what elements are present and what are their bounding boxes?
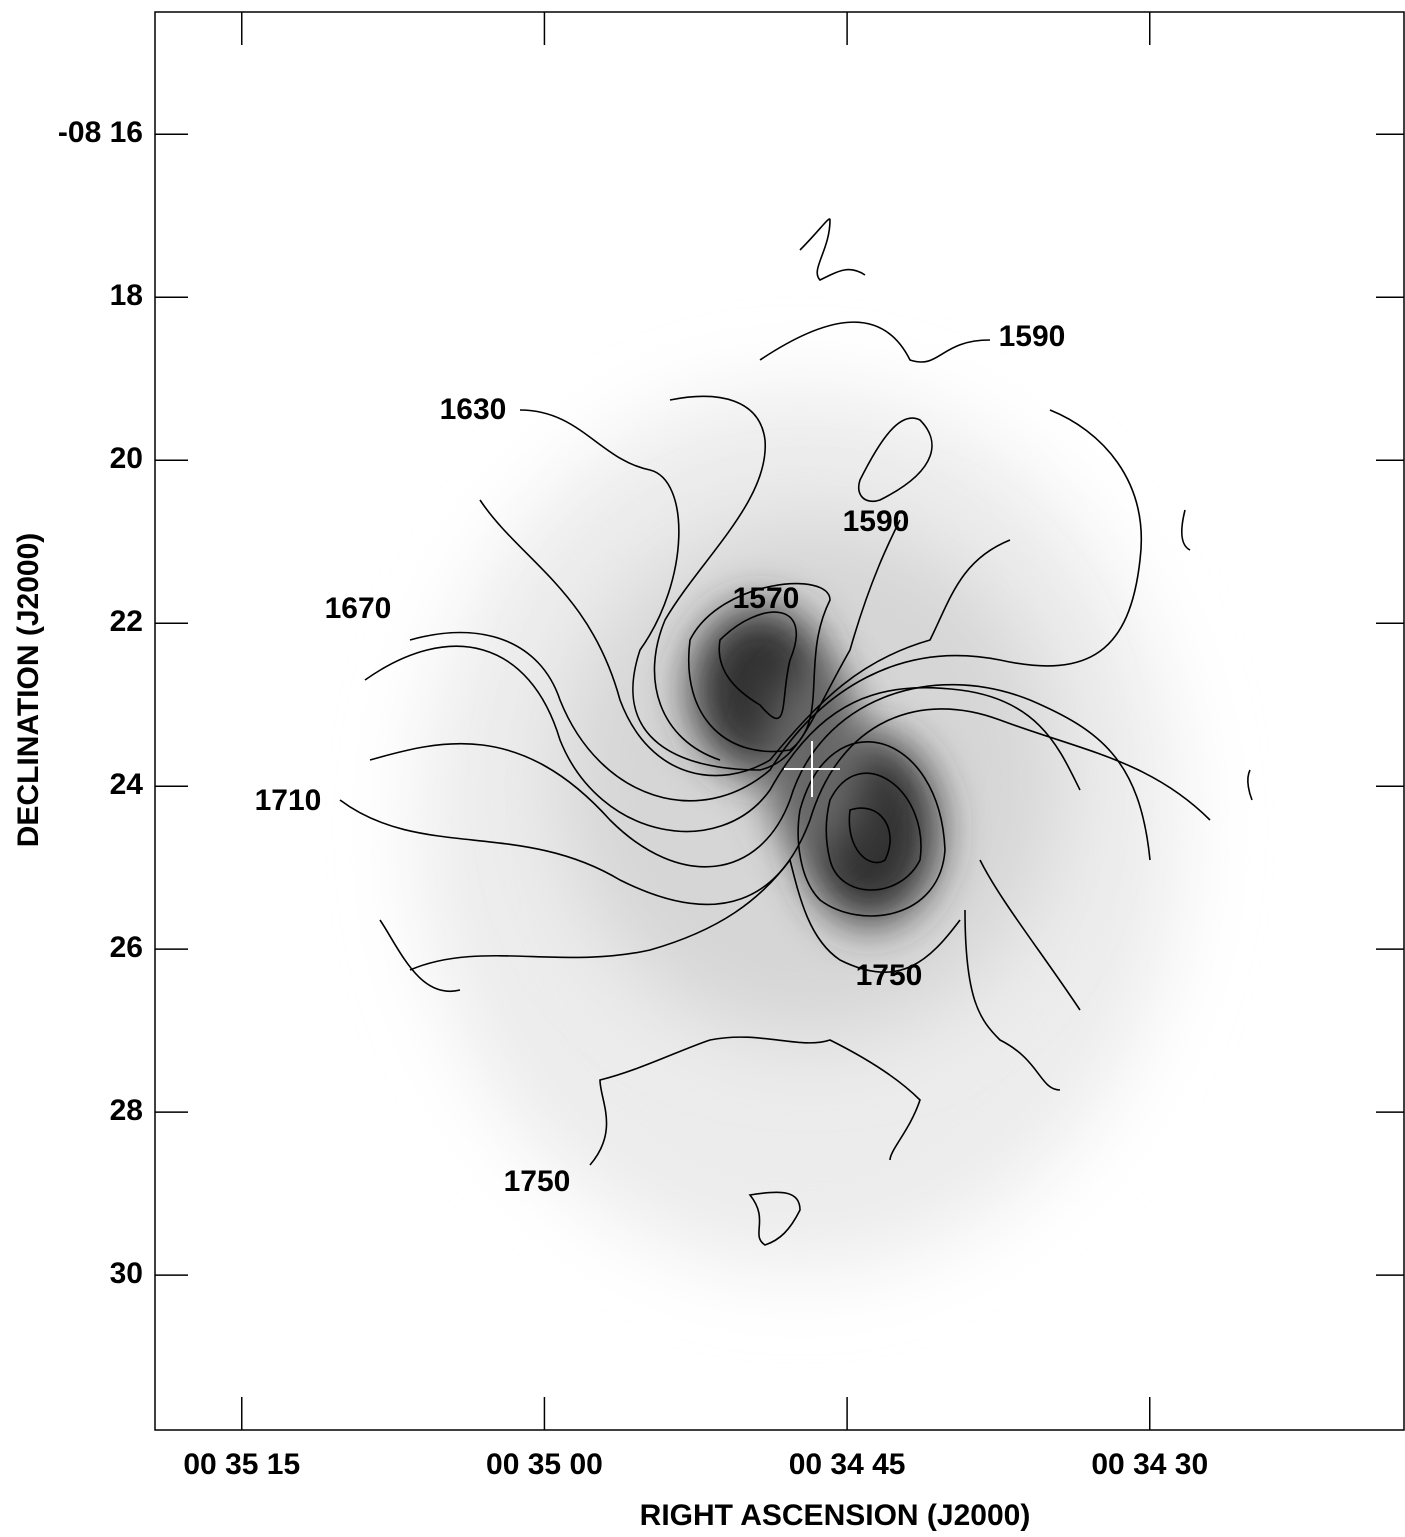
contour-label: 1590 <box>999 320 1066 353</box>
y-axis-title: DECLINATION (J2000) <box>12 533 45 848</box>
x-tick-label: 00 35 00 <box>486 1448 603 1481</box>
contour-line <box>800 219 865 280</box>
y-tick-label: 24 <box>110 768 144 801</box>
y-tick-label: 22 <box>110 605 143 638</box>
contour-label: 1750 <box>504 1165 571 1198</box>
x-tick-label: 00 34 45 <box>789 1448 906 1481</box>
y-tick-label: 18 <box>110 279 143 312</box>
contour-label: 1750 <box>856 959 923 992</box>
contour-line <box>1248 770 1252 800</box>
contour-label: 1630 <box>440 393 507 426</box>
x-tick-label: 00 35 15 <box>183 1448 300 1481</box>
y-tick-label: 30 <box>110 1257 143 1290</box>
contour-line <box>760 322 990 362</box>
contour-label: 1590 <box>843 505 910 538</box>
y-tick-label: 28 <box>110 1094 143 1127</box>
y-tick-label: 26 <box>110 931 143 964</box>
contour-label: 1670 <box>325 592 392 625</box>
y-tick-label: -08 16 <box>58 116 143 149</box>
contour-label: 1710 <box>255 784 322 817</box>
intensity-image <box>420 390 1180 1270</box>
chart: RIGHT ASCENSION (J2000) DECLINATION (J20… <box>0 0 1405 1537</box>
y-tick-label: 20 <box>110 442 143 475</box>
contour-line <box>1182 510 1190 550</box>
x-axis-title: RIGHT ASCENSION (J2000) <box>640 1499 1031 1532</box>
x-tick-label: 00 34 30 <box>1091 1448 1208 1481</box>
contour-label: 1570 <box>733 582 800 615</box>
